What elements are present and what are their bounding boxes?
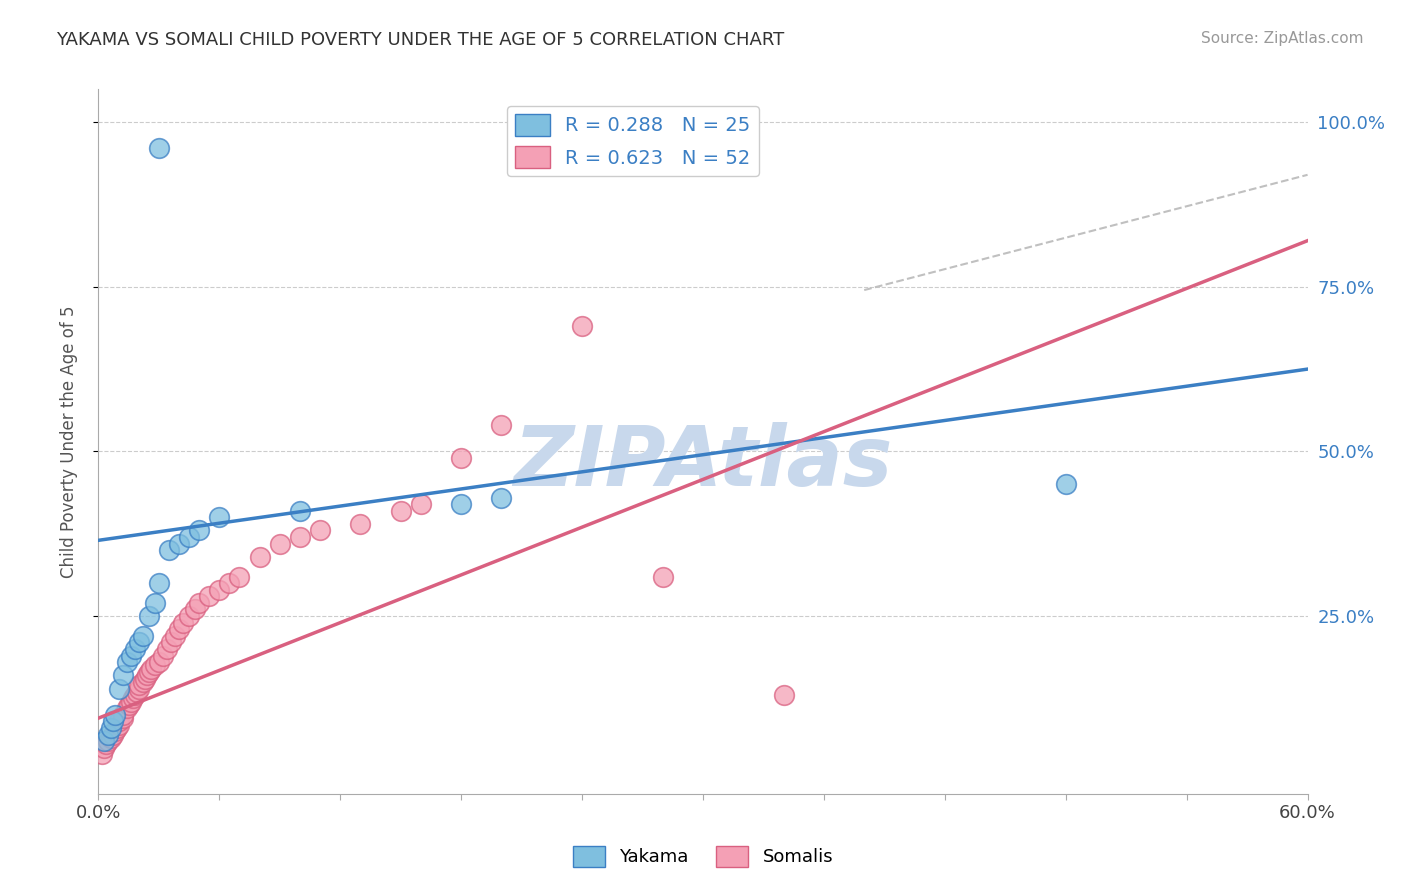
Point <box>128 678 150 692</box>
Point <box>125 685 148 699</box>
Point <box>128 681 150 696</box>
Point <box>93 734 115 748</box>
Point <box>103 707 125 722</box>
Point <box>160 635 183 649</box>
Point <box>409 497 432 511</box>
Point <box>148 655 170 669</box>
Point <box>772 688 794 702</box>
Point <box>167 536 190 550</box>
Text: Source: ZipAtlas.com: Source: ZipAtlas.com <box>1201 31 1364 46</box>
Point <box>152 648 174 663</box>
Point <box>249 549 271 564</box>
Point <box>111 668 134 682</box>
Point <box>101 728 124 742</box>
Point <box>135 668 157 682</box>
Point <box>179 609 201 624</box>
Point <box>138 609 160 624</box>
Point <box>218 576 240 591</box>
Point <box>163 629 186 643</box>
Legend: R = 0.288   N = 25, R = 0.623   N = 52: R = 0.288 N = 25, R = 0.623 N = 52 <box>508 106 758 176</box>
Point <box>100 731 122 745</box>
Point <box>208 582 231 597</box>
Point <box>156 642 179 657</box>
Point <box>100 721 122 735</box>
Point <box>107 714 129 729</box>
Point <box>450 497 472 511</box>
Point <box>288 504 311 518</box>
Point <box>124 642 146 657</box>
Point <box>134 672 156 686</box>
Point <box>139 662 162 676</box>
Point <box>103 724 125 739</box>
Point <box>124 688 146 702</box>
Text: ZIPAtlas: ZIPAtlas <box>513 422 893 503</box>
Point <box>167 622 190 636</box>
Point <box>179 530 201 544</box>
Point <box>450 450 472 465</box>
Point <box>198 590 221 604</box>
Point <box>111 711 134 725</box>
Point <box>120 695 142 709</box>
Point <box>188 524 211 538</box>
Point <box>115 701 138 715</box>
Legend: Yakama, Somalis: Yakama, Somalis <box>565 838 841 874</box>
Point <box>143 596 166 610</box>
Point <box>105 721 128 735</box>
Point <box>121 691 143 706</box>
Point <box>132 674 155 689</box>
Point <box>651 569 673 583</box>
Point <box>172 615 194 630</box>
Text: YAKAMA VS SOMALI CHILD POVERTY UNDER THE AGE OF 5 CORRELATION CHART: YAKAMA VS SOMALI CHILD POVERTY UNDER THE… <box>56 31 785 49</box>
Point <box>128 635 150 649</box>
Y-axis label: Child Poverty Under the Age of 5: Child Poverty Under the Age of 5 <box>59 305 77 578</box>
Point <box>97 728 120 742</box>
Point <box>309 524 332 538</box>
Point <box>1054 477 1077 491</box>
Point <box>138 665 160 679</box>
Point <box>143 658 166 673</box>
Point <box>491 418 513 433</box>
Point <box>188 596 211 610</box>
Point <box>288 530 311 544</box>
Point <box>157 543 180 558</box>
Point <box>111 707 134 722</box>
Point <box>132 629 155 643</box>
Point <box>148 576 170 591</box>
Point <box>208 510 231 524</box>
Point <box>148 141 170 155</box>
Point <box>120 648 142 663</box>
Point <box>96 738 118 752</box>
Point <box>184 602 207 616</box>
Point <box>107 717 129 731</box>
Point <box>491 491 513 505</box>
Point <box>115 655 138 669</box>
Point <box>101 714 124 729</box>
Point <box>389 504 412 518</box>
Point <box>269 536 291 550</box>
Point <box>228 569 250 583</box>
Point <box>107 681 129 696</box>
Point <box>91 747 114 762</box>
Point <box>349 516 371 531</box>
Point <box>97 734 120 748</box>
Point <box>571 319 593 334</box>
Point <box>93 740 115 755</box>
Point <box>118 698 141 712</box>
